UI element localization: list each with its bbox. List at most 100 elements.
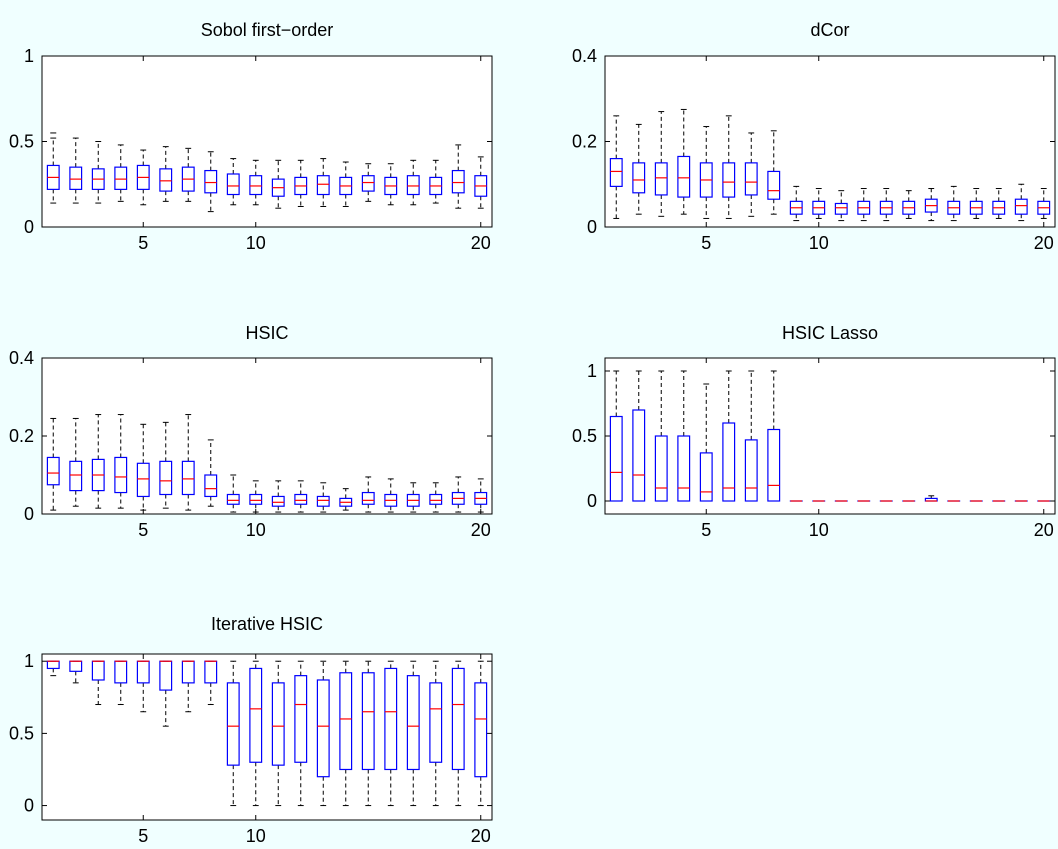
box-15: [924, 188, 938, 222]
box-12: [294, 660, 308, 807]
x-tick-label: 5: [701, 233, 711, 253]
box-body: [249, 175, 263, 196]
subplot-title: dCor: [810, 20, 849, 40]
y-tick-label: 0.5: [9, 132, 34, 152]
box-8: [767, 130, 781, 215]
x-tick-label: 5: [138, 520, 148, 540]
box-11: [271, 480, 285, 513]
box-body: [316, 175, 330, 196]
box-body: [451, 667, 465, 771]
box-body: [294, 675, 308, 763]
box-body: [46, 456, 60, 486]
box-body: [451, 169, 465, 194]
box-5: [699, 126, 713, 219]
box-13: [316, 660, 330, 807]
box-2: [69, 137, 83, 204]
box-17: [406, 482, 420, 513]
axes-frame: [604, 357, 1056, 515]
box-body: [226, 493, 240, 505]
box-5: [136, 660, 150, 713]
box-7: [181, 660, 195, 713]
box-6: [722, 370, 736, 502]
box-body: [226, 682, 240, 766]
box-body: [744, 162, 758, 196]
box-11: [271, 159, 285, 209]
box-8: [767, 370, 781, 502]
box-19: [1014, 183, 1028, 222]
box-16: [947, 185, 961, 222]
box-4: [677, 370, 691, 502]
box-16: [384, 478, 398, 513]
box-body: [609, 158, 623, 187]
box-8: [204, 660, 218, 706]
box-1: [46, 417, 60, 511]
axes-frame: [604, 55, 1056, 228]
y-tick-label: 0: [24, 217, 34, 237]
box-body: [767, 170, 781, 200]
box-2: [632, 370, 646, 502]
x-tick-label: 10: [246, 233, 266, 253]
subplot-hsic-lasso: HSIC Lasso 0 0.5 1 5 10 20: [572, 323, 1056, 540]
box-body: [722, 422, 736, 502]
box-10: [249, 480, 263, 513]
box-19: [451, 476, 465, 513]
box-15: [361, 476, 375, 513]
box-body: [249, 667, 263, 763]
box-12: [857, 188, 871, 222]
box-13: [316, 482, 330, 513]
box-7: [744, 132, 758, 217]
box-body: [204, 474, 218, 498]
box-10: [249, 660, 263, 807]
box-7: [181, 414, 195, 511]
box-1: [609, 115, 623, 219]
x-tick-label: 10: [246, 520, 266, 540]
box-body: [677, 435, 691, 502]
y-tick-label: 0.5: [9, 723, 34, 743]
box-1: [46, 660, 60, 677]
box-14: [339, 161, 353, 207]
box-body: [361, 175, 375, 192]
box-17: [406, 660, 420, 807]
box-3: [91, 141, 105, 204]
box-9: [789, 185, 803, 222]
box-3: [91, 660, 105, 706]
box-8: [204, 439, 218, 507]
box-body: [429, 493, 443, 505]
box-body: [136, 462, 150, 498]
box-body: [249, 493, 263, 505]
subplot-hsic: HSIC 0 0.2 0.4 5 10 20: [9, 323, 493, 540]
x-tick-label: 5: [138, 233, 148, 253]
box-18: [992, 188, 1006, 219]
subplot-title: HSIC Lasso: [782, 323, 878, 343]
box-body: [316, 679, 330, 778]
box-5: [699, 383, 713, 502]
box-20: [474, 660, 488, 807]
box-body: [294, 493, 308, 505]
box-14: [339, 660, 353, 807]
subplot-title: HSIC: [245, 323, 288, 343]
box-body: [474, 682, 488, 778]
box-body: [271, 495, 285, 507]
y-tick-label: 0.5: [572, 426, 597, 446]
y-tick-label: 0: [587, 217, 597, 237]
x-tick-label: 10: [809, 233, 829, 253]
box-7: [744, 370, 758, 502]
box-body: [181, 460, 195, 496]
box-18: [429, 482, 443, 513]
box-body: [159, 168, 173, 192]
box-8: [204, 151, 218, 213]
box-15: [361, 163, 375, 202]
box-4: [677, 108, 691, 215]
box-1: [46, 132, 60, 204]
box-6: [159, 660, 173, 727]
box-5: [136, 423, 150, 511]
box-body: [654, 162, 668, 196]
subplot-title: Sobol first−order: [201, 20, 334, 40]
box-body: [722, 162, 736, 198]
box-20: [1037, 188, 1051, 219]
box-15: [361, 660, 375, 807]
box-15: [924, 495, 938, 502]
box-body: [316, 495, 330, 507]
subplot-iterative-hsic: Iterative HSIC 0 0.5 1 5 10 20: [9, 614, 493, 846]
